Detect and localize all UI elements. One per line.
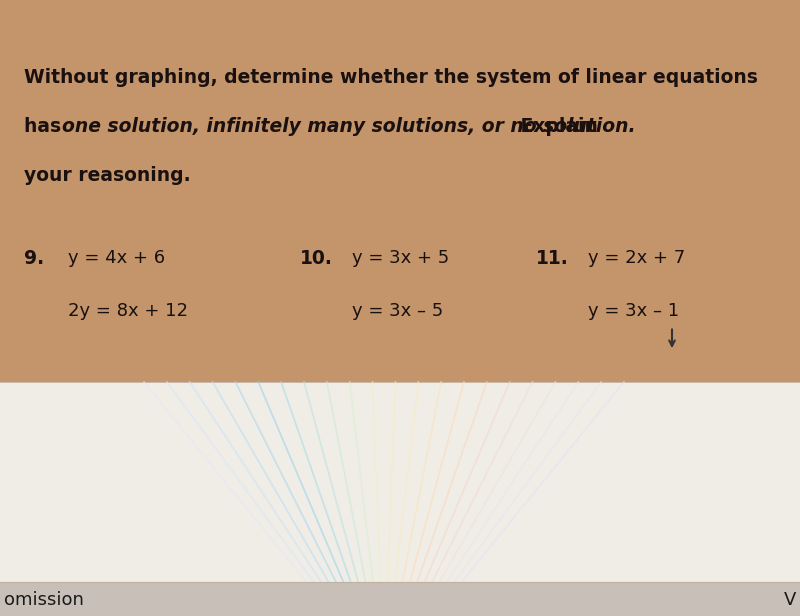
Bar bbox=[0, 115, 800, 121]
Text: has: has bbox=[24, 117, 68, 136]
Text: 11.: 11. bbox=[536, 249, 569, 269]
Bar bbox=[0, 191, 800, 197]
Bar bbox=[0, 338, 800, 344]
Bar bbox=[0, 248, 800, 254]
Bar bbox=[0, 293, 800, 299]
Bar bbox=[0, 350, 800, 357]
Bar bbox=[0, 140, 800, 147]
Text: 10.: 10. bbox=[300, 249, 333, 269]
Bar bbox=[0, 363, 800, 369]
Bar bbox=[0, 172, 800, 178]
Bar bbox=[0, 261, 800, 267]
Text: one solution, infinitely many solutions, or no solution.: one solution, infinitely many solutions,… bbox=[62, 117, 636, 136]
Bar bbox=[0, 197, 800, 204]
Bar bbox=[0, 325, 800, 331]
Bar bbox=[0, 0, 800, 6]
Bar bbox=[0, 216, 800, 223]
Bar bbox=[0, 19, 800, 25]
Bar bbox=[0, 83, 800, 89]
Bar bbox=[0, 185, 800, 191]
Text: y = 3x – 1: y = 3x – 1 bbox=[588, 302, 679, 320]
Text: 9.: 9. bbox=[24, 249, 44, 269]
Bar bbox=[0, 32, 800, 38]
Bar bbox=[0, 286, 800, 293]
Text: y = 3x – 5: y = 3x – 5 bbox=[352, 302, 443, 320]
Bar bbox=[0, 6, 800, 13]
Bar bbox=[0, 57, 800, 63]
Bar bbox=[0, 51, 800, 57]
Text: Without graphing, determine whether the system of linear equations: Without graphing, determine whether the … bbox=[24, 68, 758, 87]
Bar bbox=[0, 25, 800, 32]
Bar bbox=[0, 582, 800, 616]
Bar bbox=[0, 376, 800, 382]
Text: V: V bbox=[784, 591, 796, 609]
Text: y = 2x + 7: y = 2x + 7 bbox=[588, 249, 686, 267]
Bar bbox=[0, 89, 800, 95]
Text: Explain: Explain bbox=[514, 117, 598, 136]
Bar bbox=[0, 229, 800, 235]
Bar bbox=[0, 38, 800, 44]
Bar bbox=[0, 76, 800, 83]
Bar bbox=[0, 95, 800, 102]
Bar bbox=[0, 204, 800, 210]
Bar bbox=[0, 134, 800, 140]
Text: omission: omission bbox=[4, 591, 84, 609]
Bar bbox=[0, 369, 800, 376]
Text: your reasoning.: your reasoning. bbox=[24, 166, 190, 185]
Bar bbox=[0, 331, 800, 338]
Bar bbox=[0, 312, 800, 318]
Bar bbox=[0, 63, 800, 70]
Bar bbox=[0, 242, 800, 248]
Bar bbox=[0, 166, 800, 172]
Bar bbox=[0, 274, 800, 280]
Bar bbox=[0, 344, 800, 350]
Bar bbox=[0, 108, 800, 115]
Text: y = 4x + 6: y = 4x + 6 bbox=[68, 249, 165, 267]
Bar bbox=[0, 235, 800, 242]
Bar bbox=[0, 70, 800, 76]
Bar bbox=[0, 159, 800, 166]
Text: y = 3x + 5: y = 3x + 5 bbox=[352, 249, 450, 267]
Bar bbox=[0, 121, 800, 128]
Bar bbox=[0, 210, 800, 216]
Bar bbox=[0, 382, 800, 616]
Bar bbox=[0, 44, 800, 51]
Bar bbox=[0, 128, 800, 134]
Bar bbox=[0, 280, 800, 286]
Bar bbox=[0, 223, 800, 229]
Bar bbox=[0, 267, 800, 274]
Bar bbox=[0, 102, 800, 108]
Bar bbox=[0, 318, 800, 325]
Text: 2y = 8x + 12: 2y = 8x + 12 bbox=[68, 302, 188, 320]
Bar bbox=[0, 357, 800, 363]
Bar bbox=[0, 254, 800, 261]
Bar bbox=[0, 306, 800, 312]
Bar bbox=[0, 153, 800, 159]
Bar bbox=[0, 299, 800, 306]
Bar bbox=[0, 178, 800, 185]
Bar bbox=[0, 0, 800, 382]
Bar bbox=[0, 147, 800, 153]
Bar bbox=[0, 13, 800, 19]
